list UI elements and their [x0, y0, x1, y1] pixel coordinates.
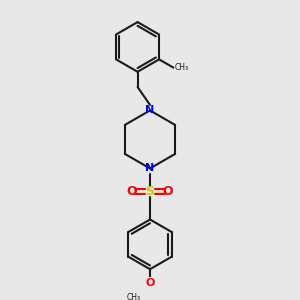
Text: O: O — [145, 278, 155, 288]
Text: N: N — [146, 105, 154, 116]
Text: CH₃: CH₃ — [175, 63, 189, 72]
Text: S: S — [146, 185, 154, 198]
Text: N: N — [146, 164, 154, 173]
Text: O: O — [127, 185, 137, 198]
Text: CH₃: CH₃ — [126, 293, 140, 300]
Text: O: O — [163, 185, 173, 198]
